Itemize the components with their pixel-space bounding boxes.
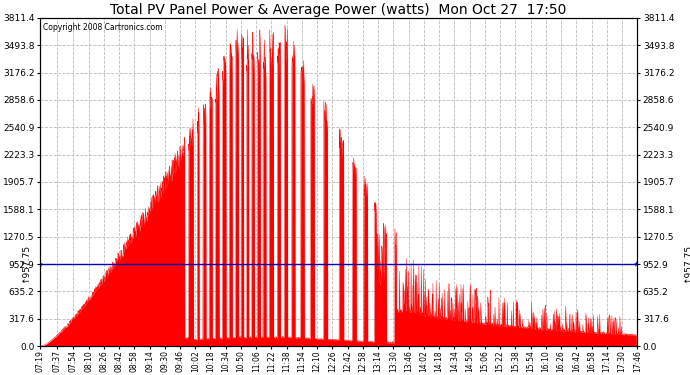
Title: Total PV Panel Power & Average Power (watts)  Mon Oct 27  17:50: Total PV Panel Power & Average Power (wa… — [110, 3, 566, 17]
Text: Copyright 2008 Cartronics.com: Copyright 2008 Cartronics.com — [43, 23, 162, 32]
Text: ↑957.75: ↑957.75 — [684, 244, 690, 283]
Text: ↑957.75: ↑957.75 — [21, 244, 30, 283]
